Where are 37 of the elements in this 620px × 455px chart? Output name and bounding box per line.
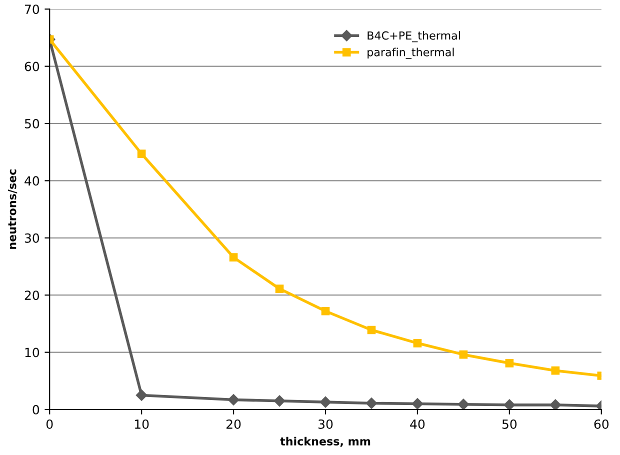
y-tick-label: 10 xyxy=(25,348,40,358)
y-tick-label: 20 xyxy=(24,290,40,300)
point xyxy=(413,338,422,348)
point xyxy=(551,366,560,375)
point xyxy=(136,390,148,401)
x-tick-label: 40 xyxy=(410,419,425,429)
y-tick-label: 30 xyxy=(24,233,40,243)
point xyxy=(320,396,332,408)
point xyxy=(505,359,514,368)
point xyxy=(504,399,516,410)
legend-label: B4C+PE_thermal xyxy=(368,31,460,42)
x-tick-label: 30 xyxy=(318,419,333,429)
legend-label: parafin_thermal xyxy=(368,48,454,59)
y-tick-label: 0 xyxy=(32,404,40,414)
y-tick-label: 70 xyxy=(24,4,40,14)
point xyxy=(229,253,238,262)
x-tick-label: 50 xyxy=(502,419,517,429)
x-axis-title: thickness, mm xyxy=(280,436,370,447)
y-tick-label: 60 xyxy=(24,62,40,72)
x-tick-label: 0 xyxy=(46,419,53,429)
point xyxy=(366,398,378,409)
x-tick-label: 10 xyxy=(134,419,149,429)
point xyxy=(275,284,284,293)
point xyxy=(367,326,376,334)
point xyxy=(459,350,468,359)
point xyxy=(274,395,286,407)
x-tick-label: 60 xyxy=(594,419,609,429)
y-tick-label: 40 xyxy=(24,176,40,186)
point xyxy=(228,394,240,406)
y-axis-title: neutrons/sec xyxy=(8,169,18,249)
x-tick-label: 20 xyxy=(226,419,241,429)
point xyxy=(458,398,470,410)
point xyxy=(550,399,562,410)
point xyxy=(321,306,330,316)
point xyxy=(137,150,146,158)
y-tick-label: 50 xyxy=(24,118,40,128)
point xyxy=(412,398,424,410)
